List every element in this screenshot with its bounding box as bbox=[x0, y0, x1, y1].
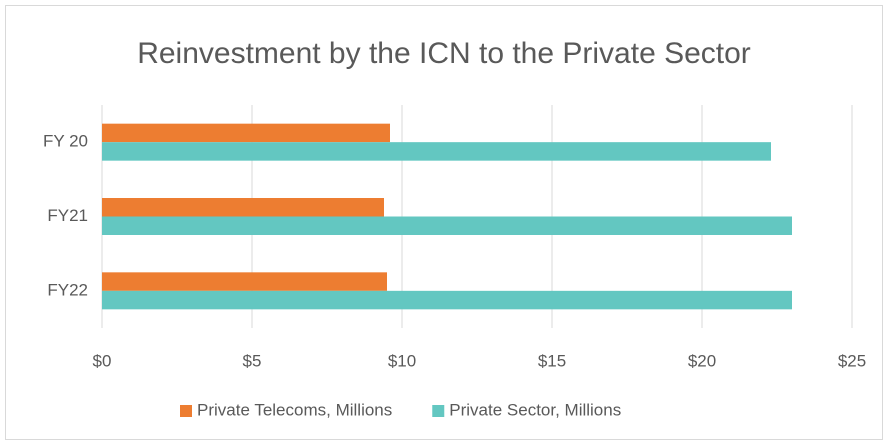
x-tick-label: $0 bbox=[93, 351, 112, 370]
y-tick-label: FY22 bbox=[47, 280, 88, 299]
bar bbox=[102, 142, 771, 161]
legend-swatch bbox=[180, 405, 192, 417]
x-tick-label: $5 bbox=[243, 351, 262, 370]
x-tick-label: $15 bbox=[538, 351, 566, 370]
x-tick-label: $25 bbox=[838, 351, 866, 370]
x-tick-label: $10 bbox=[388, 351, 416, 370]
y-tick-label: FY21 bbox=[47, 206, 88, 225]
bar bbox=[102, 198, 384, 217]
x-tick-label: $20 bbox=[688, 351, 716, 370]
bar bbox=[102, 216, 792, 235]
bar bbox=[102, 272, 387, 291]
bar bbox=[102, 290, 792, 310]
chart-title: Reinvestment by the ICN to the Private S… bbox=[137, 37, 751, 70]
legend-swatch bbox=[432, 405, 445, 417]
y-tick-label: FY 20 bbox=[43, 132, 88, 151]
legend-label: Private Sector, Millions bbox=[449, 400, 621, 419]
legend-label: Private Telecoms, Millions bbox=[197, 400, 392, 419]
bar bbox=[102, 123, 390, 143]
